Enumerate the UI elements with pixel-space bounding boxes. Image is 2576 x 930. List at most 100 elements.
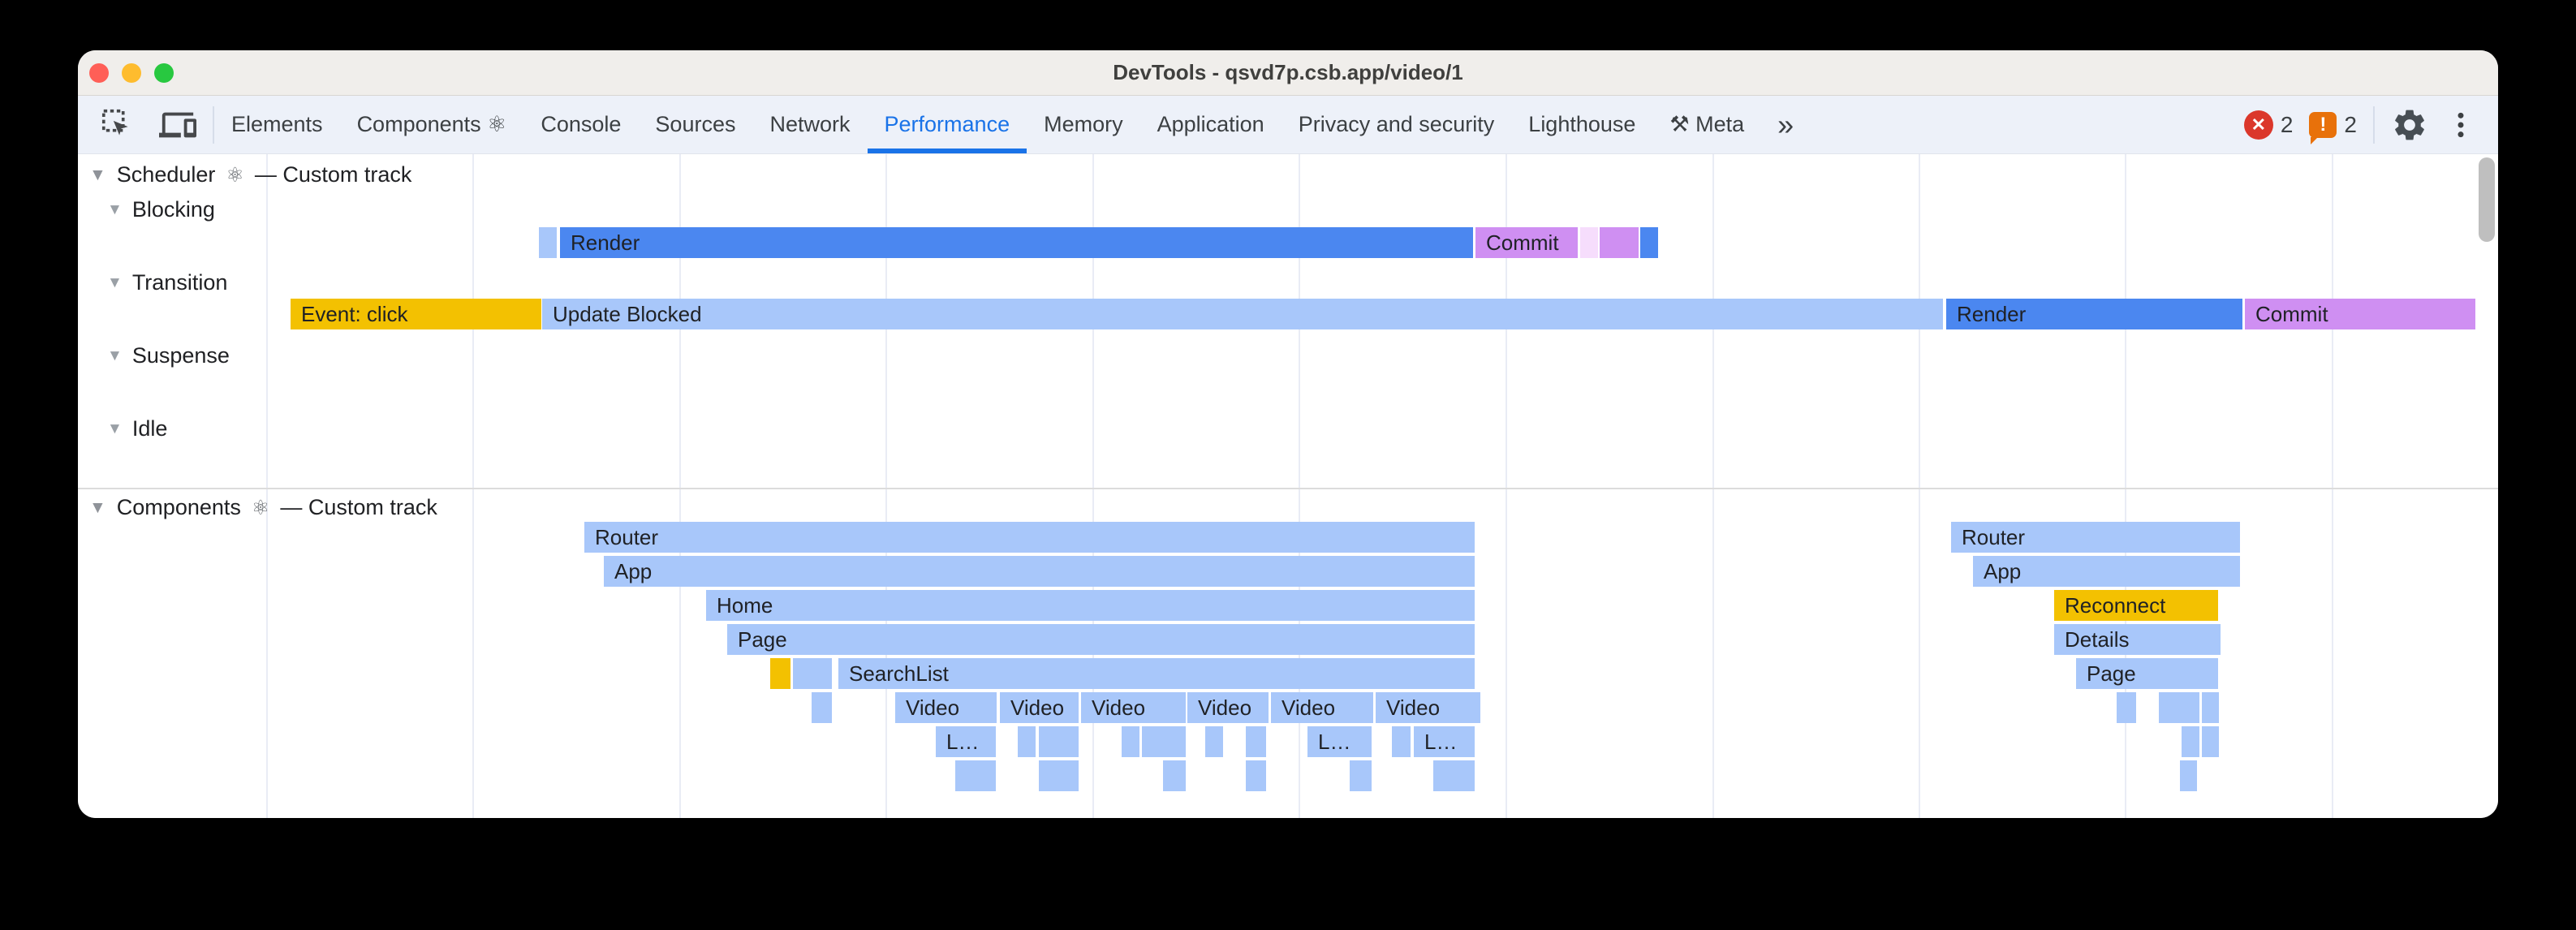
flame-bar[interactable] [1350, 760, 1372, 791]
tab-privacy-and-security[interactable]: Privacy and security [1298, 112, 1495, 136]
tab-bar: Elements Components ⚛ Console Sources Networ… [78, 96, 2498, 154]
flame-bar[interactable] [1039, 726, 1079, 757]
flame-bar[interactable] [1640, 227, 1658, 258]
title-bar: DevTools - qsvd7p.csb.app/video/1 [78, 50, 2498, 96]
issues-icon: ! [2309, 111, 2337, 144]
flame-bar-commit[interactable]: Commit [1475, 227, 1578, 258]
scheduler-track-header[interactable]: ▼ Scheduler ⚛ — Custom track [89, 162, 411, 187]
kebab-menu-icon[interactable] [2445, 109, 2477, 141]
flame-bar-router[interactable]: Router [584, 522, 1475, 553]
lane-label-idle[interactable]: ▼ Idle [107, 416, 167, 441]
tab-meta[interactable]: ⚒ Meta [1669, 112, 1745, 136]
console-errors-badge[interactable]: ✕ 2 [2243, 110, 2293, 140]
flame-bar[interactable] [1246, 726, 1266, 757]
flame-bar[interactable] [1600, 227, 1639, 258]
flame-bar-app[interactable]: App [1973, 556, 2240, 587]
flame-bar-video[interactable]: Video [895, 692, 997, 723]
flame-bar-page[interactable]: Page [727, 624, 1475, 655]
flame-bar-router[interactable]: Router [1951, 522, 2240, 553]
more-tabs-button[interactable]: » [1777, 107, 1794, 141]
settings-gear-icon[interactable] [2391, 106, 2428, 144]
lane-label-suspense[interactable]: ▼ Suspense [107, 343, 230, 368]
tab-application[interactable]: Application [1157, 112, 1264, 136]
flame-bar[interactable] [1039, 760, 1079, 791]
device-toolbar-icon[interactable] [159, 106, 196, 144]
flame-bar-reconnect[interactable]: Reconnect [2054, 590, 2218, 621]
flame-bar-home[interactable]: Home [706, 590, 1475, 621]
components-track-header[interactable]: ▼ Components ⚛ — Custom track [89, 495, 437, 520]
flame-bar-render[interactable]: Render [560, 227, 1473, 258]
flame-bar[interactable] [1205, 726, 1223, 757]
flame-bar-details[interactable]: Details [2054, 624, 2221, 655]
flame-bar[interactable] [770, 658, 790, 689]
tab-components[interactable]: Components ⚛ [356, 112, 507, 136]
flame-bar-video[interactable]: Video [1000, 692, 1079, 723]
flame-bar[interactable] [793, 658, 832, 689]
flame-bar[interactable] [1246, 760, 1266, 791]
issues-badge[interactable]: ! 2 [2309, 111, 2357, 144]
collapse-triangle-icon[interactable]: ▼ [107, 273, 123, 291]
flame-bar-page[interactable]: Page [2076, 658, 2218, 689]
flame-bar-l[interactable]: L… [1307, 726, 1372, 757]
lane-label-text: Blocking [131, 197, 215, 222]
collapse-triangle-icon[interactable]: ▼ [107, 200, 123, 218]
flame-bar[interactable] [955, 760, 996, 791]
flame-bar[interactable] [1018, 726, 1036, 757]
collapse-triangle-icon[interactable]: ▼ [89, 497, 106, 517]
track-divider [78, 488, 2498, 489]
scrollbar-thumb[interactable] [2479, 157, 2495, 242]
tab-elements[interactable]: Elements [231, 112, 323, 136]
react-atom-icon: ⚛ [251, 496, 270, 519]
lane-label-text: Transition [131, 270, 228, 295]
lane-label-blocking[interactable]: ▼ Blocking [107, 197, 215, 222]
flame-bar-l[interactable]: L… [1414, 726, 1475, 757]
collapse-triangle-icon[interactable]: ▼ [107, 347, 123, 364]
flame-bar[interactable] [2202, 692, 2219, 723]
flame-bar[interactable] [2180, 760, 2197, 791]
flame-bar-searchlist[interactable]: SearchList [838, 658, 1475, 689]
flame-bar-app[interactable]: App [604, 556, 1475, 587]
flame-bar-event-click[interactable]: Event: click [291, 299, 541, 329]
flame-bar[interactable] [1163, 760, 1186, 791]
zoom-button[interactable] [154, 63, 174, 83]
flame-bar-commit[interactable]: Commit [2245, 299, 2475, 329]
tab-lighthouse[interactable]: Lighthouse [1528, 112, 1636, 136]
tab-performance[interactable]: Performance [867, 96, 1027, 153]
tab-memory[interactable]: Memory [1044, 112, 1123, 136]
flame-bar-video[interactable]: Video [1081, 692, 1186, 723]
flame-bar[interactable] [1392, 726, 1411, 757]
collapse-triangle-icon[interactable]: ▼ [89, 165, 106, 184]
flame-bar[interactable] [539, 227, 557, 258]
flame-bar-video[interactable]: Video [1376, 692, 1480, 723]
tab-console[interactable]: Console [541, 112, 622, 136]
close-button[interactable] [89, 63, 109, 83]
panel-tabs: Elements Components ⚛ Console Sources Networ… [214, 96, 1761, 153]
lane-label-text: Suspense [131, 343, 230, 368]
flame-bar[interactable] [1122, 726, 1139, 757]
collapse-triangle-icon[interactable]: ▼ [107, 420, 123, 437]
issues-count: 2 [2344, 111, 2357, 137]
flame-bar[interactable] [1433, 760, 1475, 791]
gridline [1712, 154, 1714, 818]
flame-bar[interactable] [2202, 726, 2219, 757]
flame-bar-video[interactable]: Video [1187, 692, 1269, 723]
flame-bar[interactable] [812, 692, 832, 723]
lane-label-transition[interactable]: ▼ Transition [107, 270, 227, 295]
flame-bar-video[interactable]: Video [1271, 692, 1373, 723]
inspect-element-icon[interactable] [99, 106, 136, 144]
tab-sources[interactable]: Sources [655, 112, 736, 136]
toolbar-icon-group [78, 96, 213, 153]
gridline [1092, 154, 1094, 818]
flame-bar-update-blocked[interactable]: Update Blocked [542, 299, 1943, 329]
gridline [2125, 154, 2126, 818]
flame-bar-render[interactable]: Render [1946, 299, 2242, 329]
flame-bar[interactable] [2182, 726, 2199, 757]
tab-network[interactable]: Network [769, 112, 851, 136]
flame-bar[interactable] [1142, 726, 1186, 757]
minimize-button[interactable] [122, 63, 141, 83]
error-icon: ✕ [2243, 110, 2273, 140]
flame-bar[interactable] [1580, 227, 1598, 258]
flame-bar[interactable] [2117, 692, 2136, 723]
flame-bar[interactable] [2159, 692, 2199, 723]
flame-bar-l[interactable]: L… [936, 726, 996, 757]
